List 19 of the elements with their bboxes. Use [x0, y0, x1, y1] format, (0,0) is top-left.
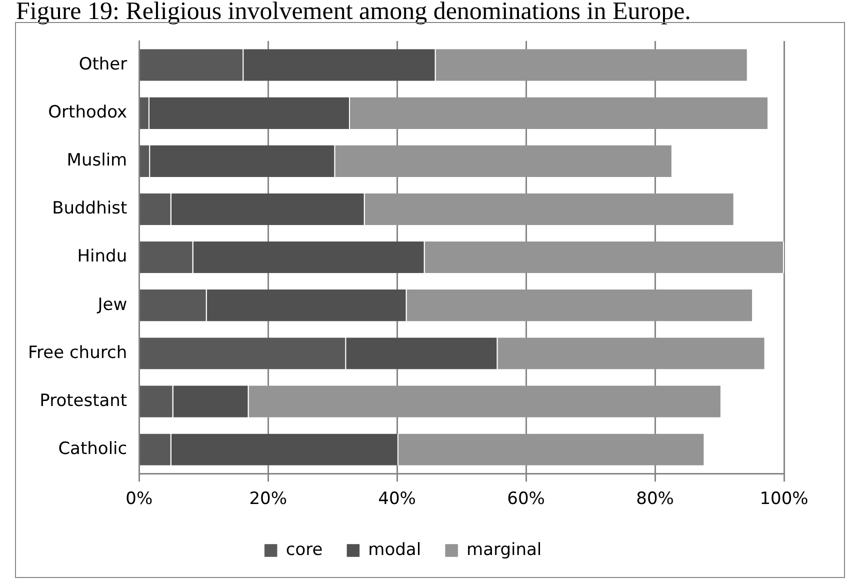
- y-tick-label: Catholic: [58, 438, 128, 459]
- x-tick-label: 80%: [636, 489, 674, 510]
- y-tick-label: Buddhist: [52, 198, 128, 219]
- x-tick-label: 20%: [249, 489, 287, 510]
- legend-label: modal: [368, 540, 422, 560]
- y-tick-label: Muslim: [66, 150, 128, 171]
- x-tick-label: 100%: [760, 489, 808, 510]
- y-tick-label: Protestant: [40, 390, 128, 411]
- chart-title: Figure 19: Religious involvement among denominations in Europe.: [16, 0, 691, 26]
- y-tick-label: Hindu: [77, 246, 128, 267]
- legend-label: marginal: [466, 540, 542, 560]
- y-tick-label: Orthodox: [48, 102, 128, 123]
- y-tick-label: Other: [78, 54, 128, 74]
- x-tick-label: 60%: [507, 489, 545, 510]
- x-tick-label: 0%: [126, 489, 153, 510]
- y-tick-label: Jew: [96, 294, 128, 315]
- y-tick-label: Free church: [28, 342, 128, 363]
- legend-label: core: [286, 540, 323, 560]
- x-tick-label: 40%: [378, 489, 416, 510]
